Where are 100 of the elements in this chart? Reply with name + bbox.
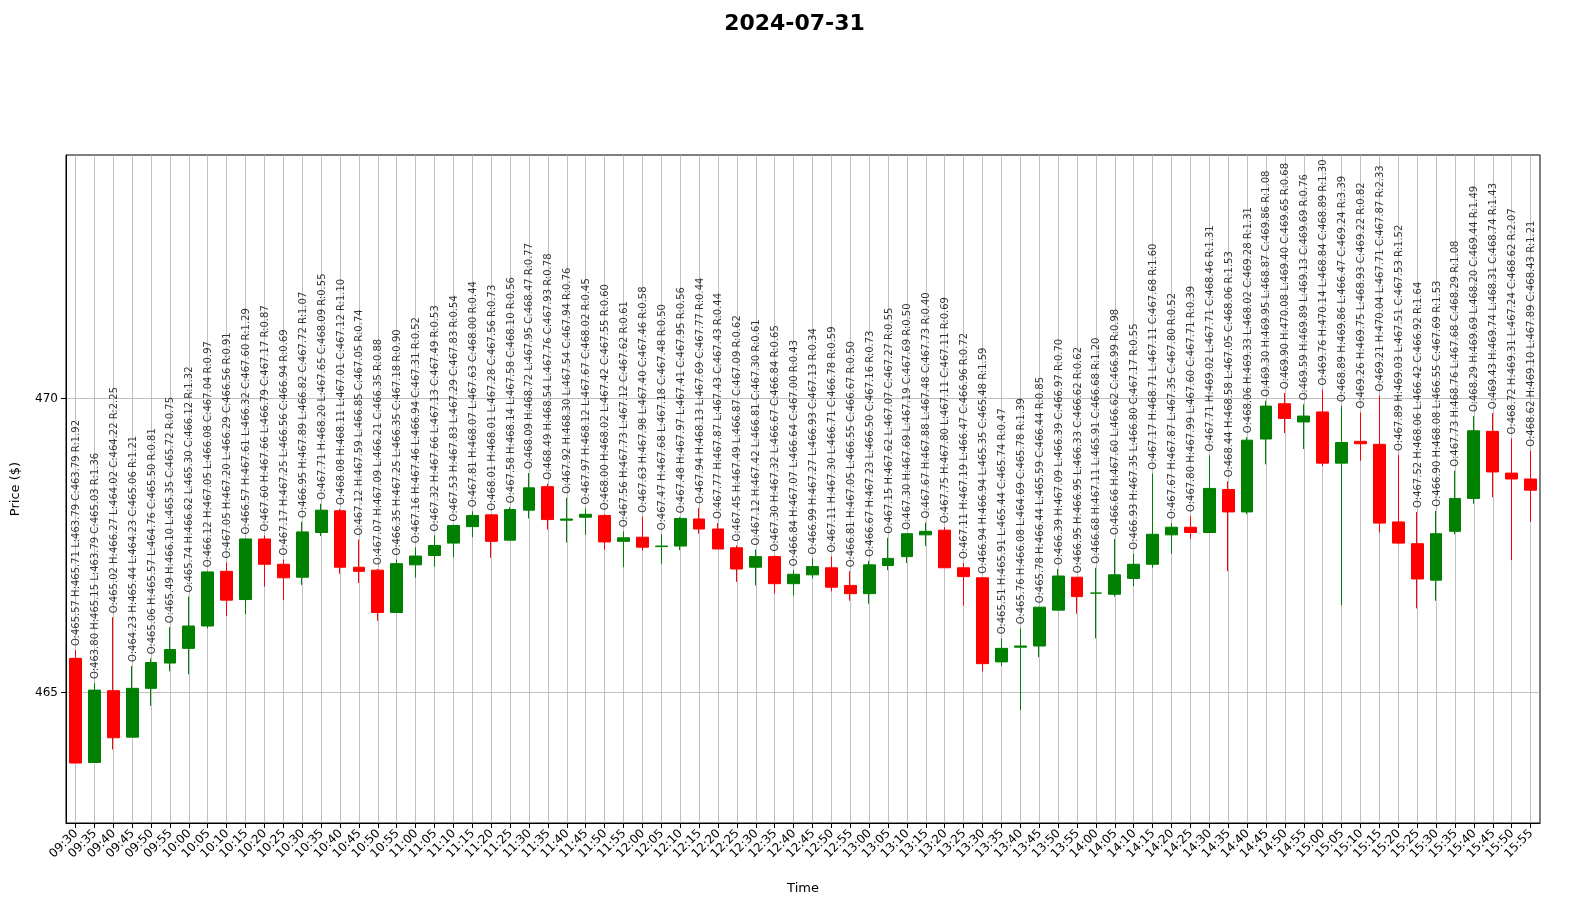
candlestick bbox=[1127, 553, 1140, 587]
candlestick bbox=[409, 546, 422, 579]
text: O:467.53 H:467.83 L:467.29 C:467.83 R:0.54 bbox=[447, 295, 459, 522]
text: O:467.17 H:468.71 L:467.11 C:467.68 R:1.60 bbox=[1147, 243, 1159, 470]
candlestick bbox=[882, 537, 894, 571]
y-axis-title: Price ($) bbox=[7, 461, 22, 517]
candlestick bbox=[1278, 392, 1291, 434]
candlestick bbox=[315, 503, 328, 537]
text: O:467.32 H:467.66 L:467.13 C:467.49 R:0.53 bbox=[429, 305, 440, 532]
text: O:469.43 H:469.74 L:468.31 C:468.74 R:1.43 bbox=[1487, 182, 1499, 410]
text: O:466.84 H:467.07 L:466.64 C:467.00 R:0.43 bbox=[788, 339, 800, 567]
text: O:466.93 H:467.35 L:466.80 C:467.17 R:0.55 bbox=[1128, 323, 1140, 550]
candlestick bbox=[1335, 405, 1348, 606]
candlestick bbox=[1467, 415, 1480, 505]
candlestick bbox=[1392, 454, 1405, 545]
candlestick bbox=[277, 559, 290, 601]
text: O:467.56 H:467.73 L:467.12 C:467.62 R:0.61 bbox=[617, 301, 629, 528]
text: O:465.06 H:465.57 L:464.76 C:465.50 R:0.81 bbox=[145, 428, 157, 655]
candlestick bbox=[126, 665, 139, 738]
text: O:467.80 H:467.99 L:467.60 C:467.71 R:0.39 bbox=[1184, 285, 1196, 513]
candlestick bbox=[296, 521, 309, 586]
candlestick bbox=[239, 537, 252, 615]
candlestick bbox=[1316, 389, 1329, 467]
text: O:467.12 H:467.42 L:466.81 C:467.30 R:0.61 bbox=[750, 319, 762, 546]
candlestick bbox=[182, 596, 195, 675]
text: O:468.44 H:468.58 L:467.05 C:468.06 R:1.53 bbox=[1222, 251, 1234, 478]
candlestick bbox=[201, 570, 214, 629]
candlestick bbox=[560, 497, 573, 544]
candlestick bbox=[617, 530, 630, 568]
candlestick bbox=[466, 510, 479, 538]
text: O:466.67 H:467.23 L:466.50 C:467.16 R:0.73 bbox=[863, 330, 875, 557]
candlestick bbox=[164, 626, 176, 672]
candlestick bbox=[1354, 412, 1367, 462]
text: O:467.11 H:467.30 L:466.71 C:466.78 R:0.59 bbox=[825, 326, 837, 553]
candlestick bbox=[1108, 538, 1121, 598]
text: O:467.71 H:469.02 L:467.71 C:468.46 R:1.31 bbox=[1203, 225, 1215, 452]
text: O:467.15 H:467.62 L:467.07 C:467.27 R:0.55 bbox=[882, 307, 894, 534]
candlestick bbox=[806, 557, 819, 579]
candlestick bbox=[674, 516, 687, 551]
text: O:467.17 H:467.25 L:466.56 C:466.94 R:0.69 bbox=[277, 329, 289, 556]
text: O:465.78 H:466.44 L:465.59 C:466.44 R:0.85 bbox=[1033, 376, 1045, 604]
candlestick bbox=[1222, 480, 1235, 572]
text: O:466.90 H:468.08 L:466.55 C:467.69 R:1.53 bbox=[1430, 280, 1442, 507]
text: O:468.01 H:468.01 L:467.28 C:467.56 R:0.73 bbox=[485, 284, 497, 511]
candlestick bbox=[353, 539, 365, 584]
text: O:467.30 H:467.69 L:467.19 C:467.69 R:0.50 bbox=[901, 303, 913, 530]
text: O:469.76 H:470.14 L:468.84 C:468.89 R:1.30 bbox=[1317, 159, 1329, 386]
candlestick bbox=[1411, 511, 1424, 609]
text: O:466.12 H:467.05 L:466.08 C:467.04 R:0.97 bbox=[202, 341, 214, 568]
candlestick bbox=[371, 568, 384, 622]
text: O:466.95 H:466.95 L:466.33 C:466.62 R:0.62 bbox=[1071, 347, 1083, 574]
candlestick bbox=[485, 514, 498, 559]
candlestick bbox=[69, 649, 82, 764]
candlestick bbox=[1449, 470, 1461, 535]
text: O:467.89 H:469.03 L:467.51 C:467.53 R:1.52 bbox=[1392, 224, 1404, 451]
candlestick bbox=[390, 559, 403, 613]
candlestick bbox=[636, 516, 649, 552]
candlestick bbox=[919, 522, 932, 547]
candlestick bbox=[523, 472, 535, 519]
text: O:467.47 H:467.68 L:467.18 C:467.48 R:0.50 bbox=[655, 304, 667, 531]
text: O:468.09 H:468.72 L:467.95 C:468.47 R:0.77 bbox=[523, 242, 535, 470]
text: O:467.12 H:467.59 L:466.85 C:467.05 R:0.74 bbox=[353, 309, 365, 536]
text: O:467.07 H:467.09 L:466.21 C:466.35 R:0.88 bbox=[372, 338, 384, 565]
text: O:468.29 H:469.69 L:468.20 C:469.44 R:1.49 bbox=[1468, 185, 1480, 413]
candlestick bbox=[976, 577, 989, 672]
candlestick bbox=[1165, 522, 1178, 555]
text: O:465.57 H:465.71 L:463.79 C:463.79 R:1.92 bbox=[69, 419, 81, 647]
candlestick bbox=[1090, 567, 1102, 639]
candlestick bbox=[655, 533, 668, 565]
text: O:466.95 H:467.89 L:466.82 C:467.72 R:1.07 bbox=[296, 291, 308, 518]
text: O:467.45 H:467.49 L:466.87 C:467.09 R:0.62 bbox=[731, 315, 743, 542]
candlestick bbox=[1260, 400, 1272, 465]
text: O:467.52 H:468.06 L:466.42 C:466.92 R:1.64 bbox=[1411, 281, 1423, 508]
text: O:466.39 H:467.09 L:466.39 C:466.97 R:0.70 bbox=[1052, 338, 1064, 565]
candlestick bbox=[787, 569, 800, 596]
candlestick bbox=[844, 570, 857, 602]
candlestick bbox=[863, 560, 876, 605]
candlestick bbox=[334, 508, 346, 575]
candlestick bbox=[428, 534, 441, 568]
text: O:467.30 H:467.32 L:466.67 C:466.84 R:0.65 bbox=[769, 325, 781, 552]
text: O:467.94 H:468.13 L:467.69 C:467.77 R:0.44 bbox=[693, 277, 705, 504]
candlestick bbox=[1505, 437, 1518, 561]
candlestick bbox=[712, 522, 724, 550]
text: O:467.63 H:467.98 L:467.40 C:467.46 R:0.58 bbox=[636, 286, 648, 513]
candlestick bbox=[825, 556, 838, 592]
candlestick bbox=[938, 526, 951, 569]
candlestick bbox=[107, 616, 120, 750]
candlestick bbox=[768, 554, 781, 595]
text: O:468.62 H:469.10 L:467.89 C:468.43 R:1.21 bbox=[1525, 220, 1537, 447]
candlestick bbox=[579, 507, 592, 536]
candlestick bbox=[1486, 412, 1499, 498]
candlestick bbox=[957, 562, 970, 606]
text: O:464.23 H:465.44 L:464.23 C:465.06 R:1.21 bbox=[126, 435, 138, 662]
y-tick-label: 470 bbox=[35, 390, 58, 405]
candlestick bbox=[1524, 450, 1537, 523]
text: O:467.75 H:467.80 L:467.11 C:467.11 R:0.69 bbox=[939, 297, 951, 524]
candlestick bbox=[504, 506, 516, 541]
candlestick bbox=[1033, 606, 1046, 658]
candlestick bbox=[693, 507, 705, 535]
chart-title: 2024-07-31 bbox=[724, 9, 865, 35]
